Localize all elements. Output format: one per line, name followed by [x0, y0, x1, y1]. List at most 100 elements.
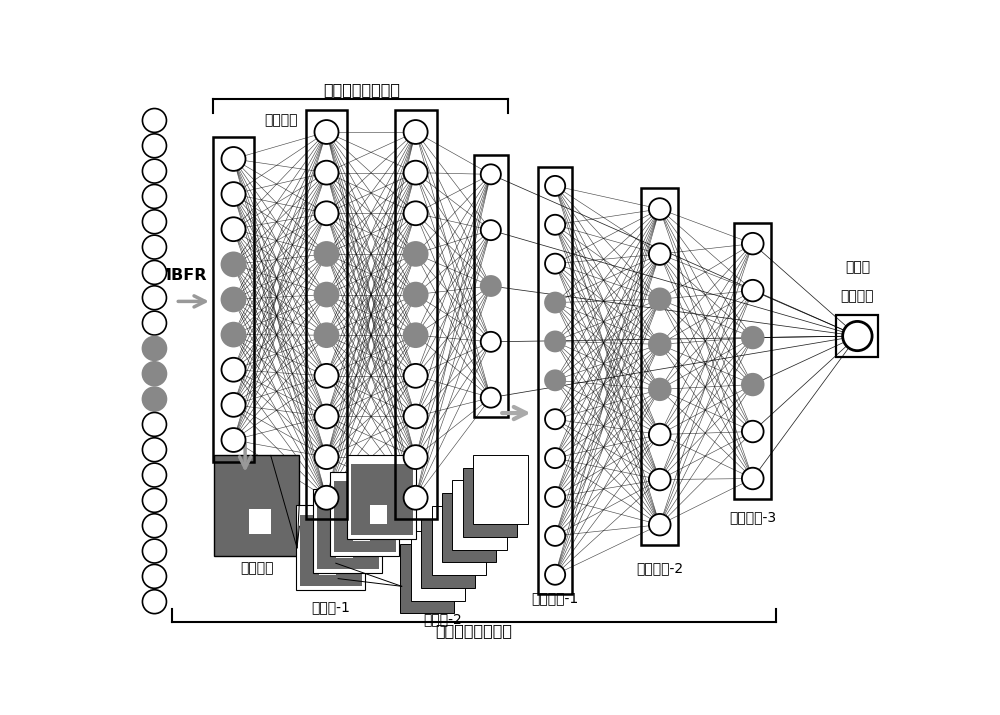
Circle shape [314, 485, 339, 510]
Bar [353, 522, 370, 541]
Circle shape [649, 333, 671, 355]
Circle shape [221, 287, 246, 312]
Text: 板凸度: 板凸度 [845, 260, 870, 274]
Circle shape [649, 243, 671, 265]
Bar [417, 584, 431, 599]
Circle shape [404, 405, 428, 428]
Bar [411, 531, 465, 601]
Bar [214, 455, 299, 556]
Bar [213, 137, 254, 462]
Bar [452, 480, 507, 550]
Bar [459, 533, 473, 548]
Text: 全连接层-2: 全连接层-2 [636, 561, 683, 576]
Circle shape [314, 242, 339, 266]
Circle shape [404, 120, 428, 144]
Circle shape [314, 405, 339, 428]
Bar [395, 110, 437, 519]
Bar [370, 505, 387, 524]
Circle shape [142, 134, 166, 158]
Circle shape [649, 514, 671, 536]
Circle shape [142, 488, 166, 513]
Circle shape [545, 409, 565, 429]
Text: 卷积神经网络部分: 卷积神经网络部分 [435, 623, 512, 638]
Circle shape [649, 288, 671, 310]
Circle shape [545, 332, 565, 352]
Bar [319, 556, 336, 575]
Circle shape [314, 202, 339, 225]
Circle shape [481, 164, 501, 184]
Bar [334, 480, 396, 552]
Bar [538, 167, 572, 594]
Circle shape [742, 327, 764, 348]
Circle shape [221, 217, 246, 241]
Text: 全连接层-3: 全连接层-3 [729, 510, 776, 524]
Circle shape [142, 438, 166, 462]
Bar [473, 455, 528, 524]
Bar [442, 493, 496, 563]
Bar [306, 110, 347, 519]
Circle shape [142, 564, 166, 588]
Circle shape [404, 445, 428, 469]
Circle shape [649, 198, 671, 220]
Circle shape [142, 184, 166, 208]
Circle shape [545, 487, 565, 507]
Circle shape [142, 235, 166, 259]
Circle shape [481, 332, 501, 352]
Bar [336, 538, 353, 558]
Bar [249, 509, 271, 534]
Bar [474, 155, 508, 417]
Bar [480, 508, 494, 523]
Bar [421, 518, 475, 588]
Bar [400, 544, 454, 613]
Circle shape [142, 109, 166, 132]
Circle shape [649, 469, 671, 490]
Circle shape [843, 322, 872, 350]
Circle shape [142, 413, 166, 436]
Circle shape [545, 254, 565, 274]
Circle shape [221, 322, 246, 347]
Text: 深度神经网络部分: 深度神经网络部分 [323, 82, 400, 97]
Circle shape [142, 260, 166, 285]
Circle shape [142, 387, 166, 411]
Circle shape [314, 161, 339, 184]
Bar [351, 464, 413, 535]
Bar [296, 506, 365, 590]
Circle shape [545, 370, 565, 390]
Circle shape [142, 159, 166, 183]
Circle shape [481, 388, 501, 408]
Circle shape [742, 280, 764, 302]
Circle shape [545, 526, 565, 546]
Circle shape [142, 514, 166, 538]
Bar [463, 468, 517, 537]
Circle shape [404, 364, 428, 388]
Circle shape [314, 323, 339, 347]
Circle shape [649, 379, 671, 400]
Text: 全连接层-1: 全连接层-1 [532, 591, 579, 605]
Text: 卷积层-2: 卷积层-2 [423, 613, 462, 626]
Circle shape [142, 590, 166, 613]
Circle shape [649, 424, 671, 445]
Bar [317, 498, 379, 568]
Text: 输入矩阵: 输入矩阵 [240, 561, 274, 576]
Circle shape [545, 565, 565, 585]
Bar [641, 188, 678, 546]
Circle shape [545, 214, 565, 235]
Circle shape [142, 311, 166, 335]
Text: 卷积层-1: 卷积层-1 [311, 600, 350, 614]
Circle shape [545, 448, 565, 468]
Circle shape [221, 393, 246, 417]
Circle shape [742, 420, 764, 443]
Circle shape [404, 161, 428, 184]
Circle shape [142, 209, 166, 234]
Circle shape [545, 292, 565, 312]
Circle shape [314, 364, 339, 388]
Circle shape [545, 176, 565, 196]
Circle shape [142, 337, 166, 360]
Text: 预测输出: 预测输出 [841, 289, 874, 303]
Circle shape [404, 282, 428, 307]
Circle shape [404, 485, 428, 510]
Circle shape [142, 463, 166, 487]
Bar [836, 315, 878, 357]
Circle shape [142, 286, 166, 310]
Circle shape [221, 428, 246, 452]
